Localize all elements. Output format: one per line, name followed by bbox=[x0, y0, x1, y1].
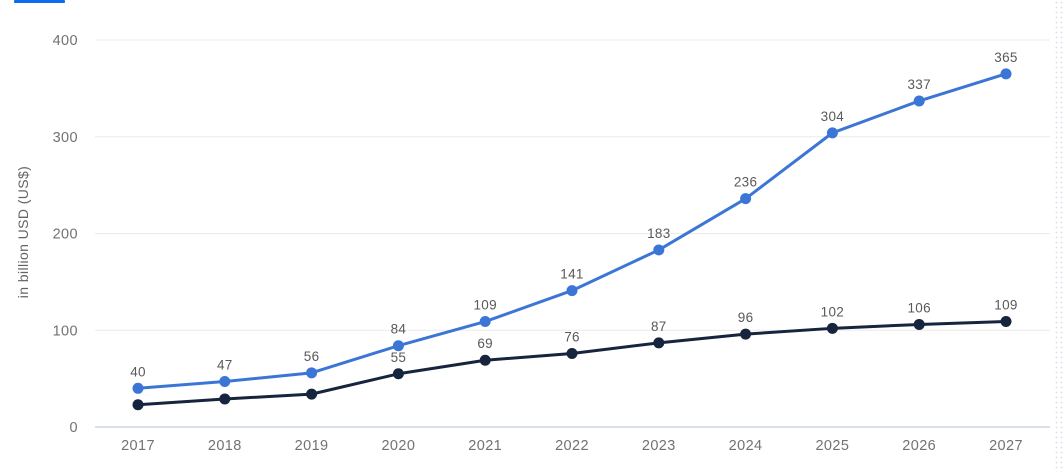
x-tick-label: 2023 bbox=[642, 438, 676, 454]
data-point-series-1[interactable] bbox=[740, 193, 752, 205]
data-point-series-2[interactable] bbox=[653, 337, 665, 349]
data-label-series-1: 56 bbox=[304, 349, 320, 364]
x-tick-label: 2017 bbox=[121, 438, 155, 454]
x-tick-label: 2024 bbox=[729, 438, 763, 454]
data-label-series-1: 183 bbox=[647, 226, 670, 241]
data-point-series-1[interactable] bbox=[392, 340, 404, 352]
data-label-series-2: 55 bbox=[391, 350, 407, 365]
data-label-series-1: 236 bbox=[734, 175, 757, 190]
data-label-series-1: 40 bbox=[130, 364, 146, 379]
data-label-series-1: 47 bbox=[217, 358, 233, 373]
x-tick-label: 2022 bbox=[555, 438, 589, 454]
data-label-series-1: 304 bbox=[821, 109, 845, 124]
data-label-series-2: 109 bbox=[994, 298, 1017, 313]
data-point-series-1[interactable] bbox=[132, 382, 144, 394]
data-point-series-1[interactable] bbox=[219, 376, 231, 388]
y-tick-label: 400 bbox=[53, 33, 78, 49]
x-tick-label: 2026 bbox=[902, 438, 936, 454]
data-label-series-2: 96 bbox=[738, 310, 754, 325]
data-point-series-2[interactable] bbox=[566, 347, 578, 359]
data-point-series-2[interactable] bbox=[826, 322, 838, 334]
data-point-series-1[interactable] bbox=[1000, 68, 1012, 80]
data-label-series-2: 87 bbox=[651, 319, 667, 334]
data-label-series-2: 102 bbox=[821, 304, 844, 319]
x-tick-label: 2027 bbox=[989, 438, 1023, 454]
data-point-series-2[interactable] bbox=[392, 368, 404, 380]
data-label-series-1: 109 bbox=[473, 298, 496, 313]
data-point-series-1[interactable] bbox=[306, 367, 318, 379]
y-axis-title: in billion USD (US$) bbox=[15, 166, 31, 298]
x-tick-label: 2020 bbox=[381, 438, 415, 454]
data-point-series-1[interactable] bbox=[479, 316, 491, 328]
data-label-series-1: 84 bbox=[391, 322, 407, 337]
data-label-series-1: 365 bbox=[994, 50, 1017, 65]
x-tick-label: 2019 bbox=[295, 438, 329, 454]
data-point-series-1[interactable] bbox=[826, 127, 838, 139]
data-point-series-2[interactable] bbox=[740, 328, 752, 340]
data-point-series-2[interactable] bbox=[913, 318, 925, 330]
y-tick-label: 300 bbox=[53, 130, 78, 146]
data-label-series-1: 141 bbox=[560, 267, 583, 282]
data-label-series-2: 76 bbox=[564, 329, 580, 344]
data-point-series-2[interactable] bbox=[132, 399, 144, 411]
y-tick-label: 100 bbox=[53, 323, 78, 339]
data-point-series-2[interactable] bbox=[219, 393, 231, 405]
data-point-series-1[interactable] bbox=[653, 244, 665, 256]
dotted-texture-strip bbox=[1054, 0, 1064, 472]
data-point-series-2[interactable] bbox=[1000, 316, 1012, 328]
data-label-series-2: 106 bbox=[907, 300, 930, 315]
x-tick-label: 2025 bbox=[815, 438, 849, 454]
data-label-series-2: 69 bbox=[477, 336, 493, 351]
active-tab-underline-fragment bbox=[14, 0, 65, 3]
data-point-series-2[interactable] bbox=[479, 354, 491, 366]
x-tick-label: 2018 bbox=[208, 438, 242, 454]
data-point-series-1[interactable] bbox=[566, 285, 578, 297]
y-tick-label: 0 bbox=[70, 420, 78, 436]
x-tick-label: 2021 bbox=[468, 438, 502, 454]
y-tick-label: 200 bbox=[53, 227, 78, 243]
data-label-series-1: 337 bbox=[907, 77, 930, 92]
data-point-series-1[interactable] bbox=[913, 95, 925, 107]
data-point-series-2[interactable] bbox=[306, 388, 318, 400]
